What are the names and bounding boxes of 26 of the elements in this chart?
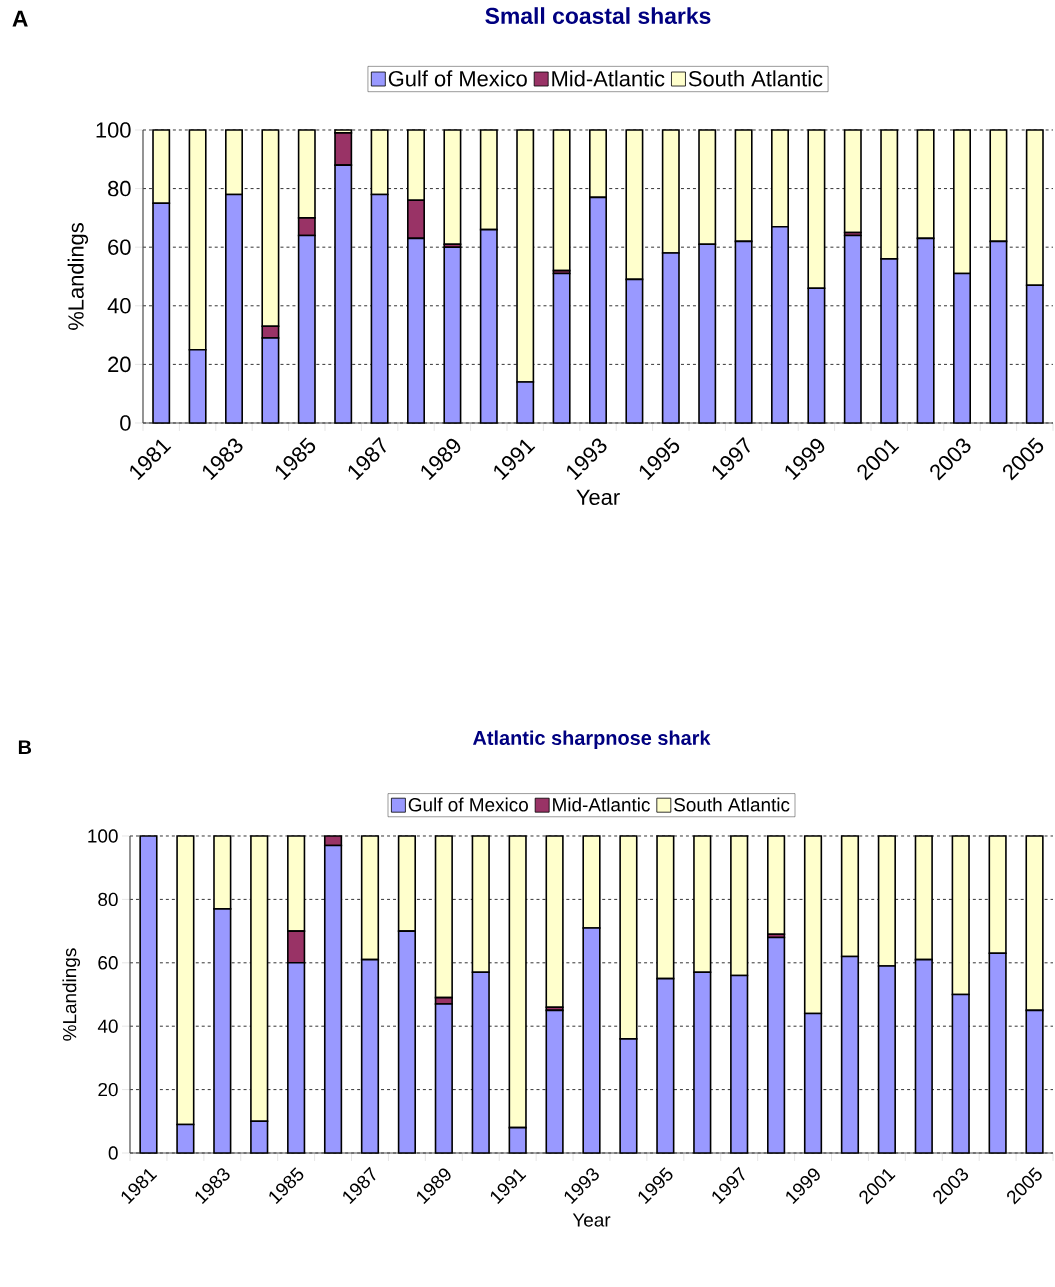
legend-label: Mid-Atlantic	[552, 70, 665, 87]
chart-title: Small coastal sharks	[485, 7, 711, 25]
legend-label: South Atlantic	[688, 70, 823, 87]
text: B	[18, 740, 32, 755]
y-tick-label: 80	[108, 180, 131, 197]
legend-label: Mid-Atlantic	[553, 797, 650, 812]
y-tick-label: 100	[96, 122, 131, 138]
text: A	[12, 10, 28, 27]
legend-label: Gulf of Mexico	[388, 70, 527, 87]
y-tick-label: 0	[108, 1146, 118, 1160]
y-tick-label: 20	[98, 1082, 118, 1097]
y-tick-label: 0	[120, 415, 131, 431]
x-axis-title: Year	[572, 1213, 611, 1227]
y-tick-label: 60	[108, 239, 131, 255]
y-tick-label: 100	[88, 829, 118, 843]
y-tick-label: 40	[97, 1019, 118, 1033]
y-tick-label: 40	[107, 298, 131, 314]
chart-title: Atlantic sharpnose shark	[472, 730, 711, 749]
y-axis-title: %Landings	[67, 223, 89, 330]
y-tick-label: 60	[98, 956, 118, 970]
y-tick-label: 80	[98, 892, 118, 907]
x-axis-title: Year	[576, 489, 620, 505]
legend-label: Gulf of Mexico	[408, 797, 528, 812]
legend-label: South Atlantic	[674, 797, 790, 812]
y-tick-label: 20	[108, 356, 131, 373]
y-axis-title: %Landings	[62, 948, 81, 1041]
